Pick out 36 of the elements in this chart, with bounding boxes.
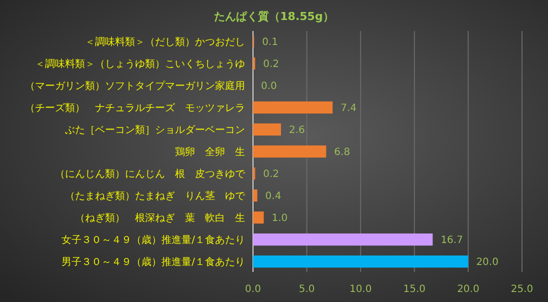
data-label: 0.0 [261, 80, 277, 92]
x-tick-label: 5.0 [298, 284, 315, 295]
data-label: 20.0 [476, 257, 498, 268]
data-label: 0.1 [262, 36, 278, 48]
y-tick-label: （たまねぎ類）たまねぎ りん茎 ゆで [65, 190, 246, 202]
bar [253, 145, 326, 158]
y-tick-label: 男子３０～４９（歳）推進量/１食あたり [62, 256, 245, 268]
y-tick-label: （チーズ類） ナチュラルチーズ モッツァレラ [25, 102, 245, 114]
y-tick-label: （マーガリン類）ソフトタイプマーガリン家庭用 [25, 80, 245, 92]
y-tick-label: 鶏卵 全卵 生 [175, 146, 245, 158]
data-label: 6.8 [334, 147, 350, 158]
data-label: 7.4 [340, 102, 357, 114]
data-label: 2.6 [288, 124, 305, 136]
x-tick-label: 20.0 [457, 284, 480, 295]
y-tick-label: （ねぎ類） 根深ねぎ 葉 軟白 生 [75, 212, 245, 224]
y-tick-label: ＜調味料類＞（だし類）かつおだし [85, 36, 245, 48]
data-label: 0.4 [265, 191, 282, 202]
data-label: 16.7 [440, 235, 463, 246]
data-label: 0.2 [263, 169, 280, 180]
bar [253, 101, 333, 114]
data-label: 1.0 [272, 213, 288, 224]
bar [253, 189, 258, 202]
y-tick-label: 女子３０～４９（歳）推進量/１食あたり [62, 234, 245, 246]
bar [253, 233, 433, 246]
y-tick-label: （にんじん類）にんじん 根 皮つきゆで [55, 168, 246, 180]
x-tick-label: 10.0 [349, 284, 372, 295]
x-tick-label: 15.0 [403, 284, 426, 295]
bar [253, 123, 281, 136]
bar [253, 255, 468, 268]
y-tick-label: ＜調味料類＞（しょうゆ類）こいくちしょうゆ [35, 58, 245, 70]
bar [253, 211, 264, 224]
x-tick-label: 25.0 [510, 284, 534, 295]
y-tick-label: ぶた［ベーコン類］ショルダーベーコン [65, 124, 245, 136]
data-label: 0.2 [263, 58, 280, 70]
x-tick-label: 0.0 [245, 284, 261, 295]
chart-title: たんぱく質（18.55g） [214, 10, 334, 23]
